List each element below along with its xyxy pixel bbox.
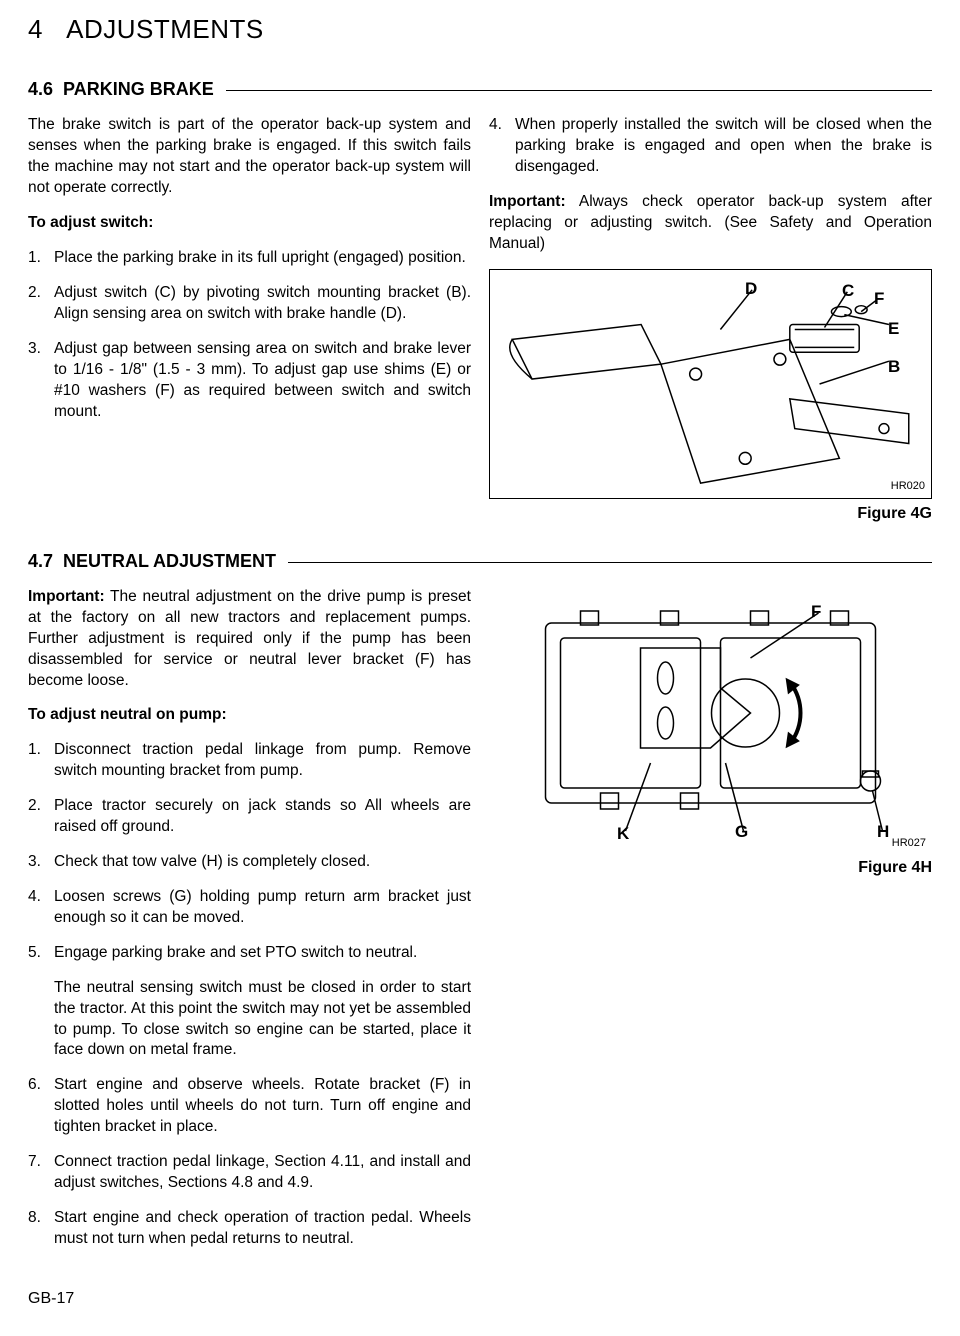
section-4-6-left-column: The brake switch is part of the operator… [28,115,471,524]
step-5-main: Engage parking brake and set PTO switch … [54,944,417,961]
chapter-heading: 4 ADJUSTMENTS [28,12,932,47]
step-text: Place the parking brake in its full upri… [54,248,471,269]
section-4-7-header: 4.7 NEUTRAL ADJUSTMENT [28,549,932,573]
section-4-6-right-column: 4.When properly installed the switch wil… [489,115,932,524]
figure-code: HR020 [891,479,925,494]
figure-4h-svg [489,593,932,853]
step-num: 1. [28,740,54,782]
figure-label-d: D [745,278,757,301]
step-num: 7. [28,1152,54,1194]
figure-label-f: F [874,288,884,311]
steps-list-47: 1.Disconnect traction pedal linkage from… [28,740,471,1250]
steps-list-right: 4.When properly installed the switch wil… [489,115,932,178]
to-adjust-switch-heading: To adjust switch: [28,213,471,234]
figure-4g-svg [490,270,931,498]
step-4: 4.When properly installed the switch wil… [489,115,932,178]
step-3: 3.Check that tow valve (H) is completely… [28,852,471,873]
figure-label-k: K [617,823,629,846]
figure-4g: D C F E B HR020 Figure 4G [489,269,932,525]
figure-label-b: B [888,356,900,379]
step-num: 8. [28,1208,54,1250]
intro-paragraph: The brake switch is part of the operator… [28,115,471,199]
step-num: 2. [28,283,54,325]
section-title: NEUTRAL ADJUSTMENT [63,549,276,573]
figure-4h: F K G H HR027 Figure 4H [489,593,932,879]
step-7: 7.Connect traction pedal linkage, Sectio… [28,1152,471,1194]
step-text: Start engine and check operation of trac… [54,1208,471,1250]
section-rule [226,90,932,91]
section-4-6-header: 4.6 PARKING BRAKE [28,77,932,101]
figure-label-f: F [811,601,821,624]
important-note-47: Important: The neutral adjustment on the… [28,587,471,692]
step-4: 4.Loosen screws (G) holding pump return … [28,887,471,929]
step-text: Adjust gap between sensing area on switc… [54,339,471,423]
section-number: 4.7 [28,549,53,573]
step-8: 8.Start engine and check operation of tr… [28,1208,471,1250]
steps-list-left: 1.Place the parking brake in its full up… [28,248,471,422]
figure-4g-caption: Figure 4G [489,503,932,525]
section-number: 4.6 [28,77,53,101]
step-2: 2.Place tractor securely on jack stands … [28,796,471,838]
important-note: Important: Always check operator back-up… [489,192,932,255]
step-num: 4. [489,115,515,178]
section-rule [288,562,932,563]
step-num: 2. [28,796,54,838]
chapter-title-text: ADJUSTMENTS [66,14,264,44]
step-num: 1. [28,248,54,269]
step-1: 1.Place the parking brake in its full up… [28,248,471,269]
step-text: Start engine and observe wheels. Rotate … [54,1075,471,1138]
step-num: 6. [28,1075,54,1138]
step-text: Engage parking brake and set PTO switch … [54,943,471,1062]
step-text: Loosen screws (G) holding pump return ar… [54,887,471,929]
step-5-note: The neutral sensing switch must be close… [54,978,471,1062]
important-label: Important: [28,588,105,605]
step-text: Adjust switch (C) by pivoting switch mou… [54,283,471,325]
important-label: Important: [489,193,566,210]
step-6: 6.Start engine and observe wheels. Rotat… [28,1075,471,1138]
step-text: Disconnect traction pedal linkage from p… [54,740,471,782]
figure-label-e: E [888,318,899,341]
figure-code: HR027 [892,836,926,851]
section-title: PARKING BRAKE [63,77,214,101]
figure-4h-box: F K G H HR027 [489,593,932,853]
step-num: 4. [28,887,54,929]
step-3: 3.Adjust gap between sensing area on swi… [28,339,471,423]
step-2: 2.Adjust switch (C) by pivoting switch m… [28,283,471,325]
step-1: 1.Disconnect traction pedal linkage from… [28,740,471,782]
step-text: Connect traction pedal linkage, Section … [54,1152,471,1194]
section-4-6-body: The brake switch is part of the operator… [28,115,932,524]
step-num: 3. [28,852,54,873]
step-text: Place tractor securely on jack stands so… [54,796,471,838]
page-footer: GB-17 [28,1288,932,1310]
section-4-7-left-column: Important: The neutral adjustment on the… [28,587,471,1264]
section-4-7-body: Important: The neutral adjustment on the… [28,587,932,1264]
step-num: 3. [28,339,54,423]
chapter-number: 4 [28,14,43,44]
figure-label-g: G [735,821,748,844]
section-4-7-right-column: F K G H HR027 Figure 4H [489,587,932,1264]
figure-4h-caption: Figure 4H [489,857,932,879]
step-5: 5.Engage parking brake and set PTO switc… [28,943,471,1062]
to-adjust-neutral-heading: To adjust neutral on pump: [28,705,471,726]
figure-label-h: H [877,821,889,844]
figure-label-c: C [842,280,854,303]
step-num: 5. [28,943,54,1062]
figure-4g-box: D C F E B HR020 [489,269,932,499]
step-text: Check that tow valve (H) is completely c… [54,852,471,873]
step-text: When properly installed the switch will … [515,115,932,178]
